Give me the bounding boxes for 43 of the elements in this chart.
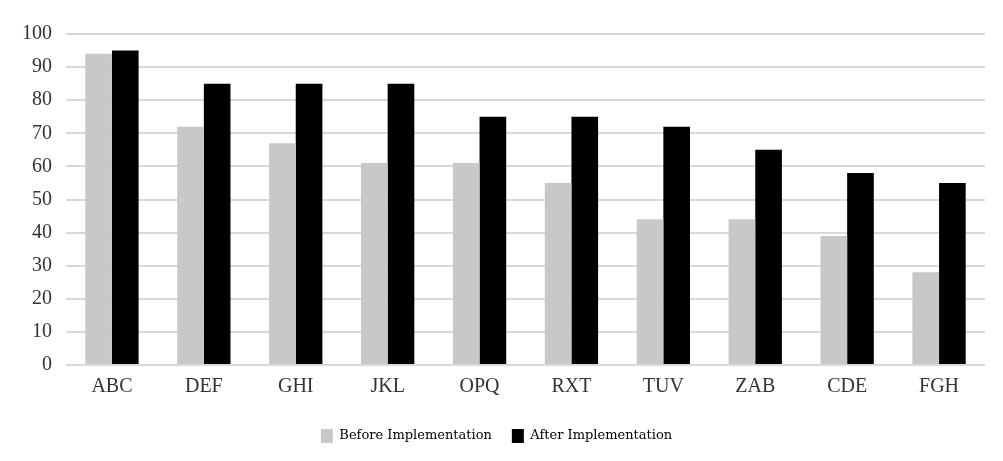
x-tick-label: OPQ: [459, 374, 501, 397]
bar: [361, 163, 388, 364]
bar: [912, 272, 940, 364]
x-tick-label: TUV: [642, 374, 685, 397]
bar: [728, 219, 756, 364]
bar: [636, 219, 664, 364]
bar: [387, 83, 415, 364]
bar: [939, 182, 966, 364]
bar: [755, 149, 782, 364]
bar: [544, 182, 572, 364]
x-tick-label: RXT: [551, 374, 592, 397]
bar: [269, 143, 296, 364]
bar: [571, 116, 599, 364]
bar: [452, 163, 480, 364]
legend-label: Before Implementation: [339, 427, 493, 443]
bar: [111, 50, 139, 364]
x-tick-label: DEF: [184, 374, 223, 397]
legend-label: After Implementation: [529, 427, 673, 443]
x-tick-label: GHI: [277, 374, 314, 397]
bar: [177, 126, 204, 364]
bar: [203, 83, 231, 364]
bar: [663, 126, 690, 364]
y-tick-label: 10: [32, 319, 52, 342]
bar: [295, 83, 323, 364]
bar: [479, 116, 507, 364]
y-tick-label: 30: [32, 252, 52, 275]
y-tick-label: 90: [32, 54, 52, 77]
bar: [85, 53, 112, 364]
y-tick-label: 50: [32, 186, 52, 209]
y-tick-label: 0: [42, 352, 52, 375]
y-tick-label: 70: [32, 120, 52, 143]
y-tick-label: 60: [32, 153, 52, 176]
y-tick-label: 100: [22, 21, 52, 44]
x-tick-label: ABC: [91, 374, 133, 397]
x-tick-label: CDE: [827, 374, 868, 397]
y-tick-label: 20: [32, 286, 52, 309]
bar: [847, 173, 874, 364]
y-tick-label: 40: [32, 219, 52, 242]
x-tick-label: FGH: [919, 374, 960, 397]
x-tick-label: JKL: [370, 374, 405, 397]
x-tick-label: ZAB: [735, 374, 776, 397]
bar: [820, 235, 848, 364]
y-tick-label: 80: [32, 87, 52, 110]
